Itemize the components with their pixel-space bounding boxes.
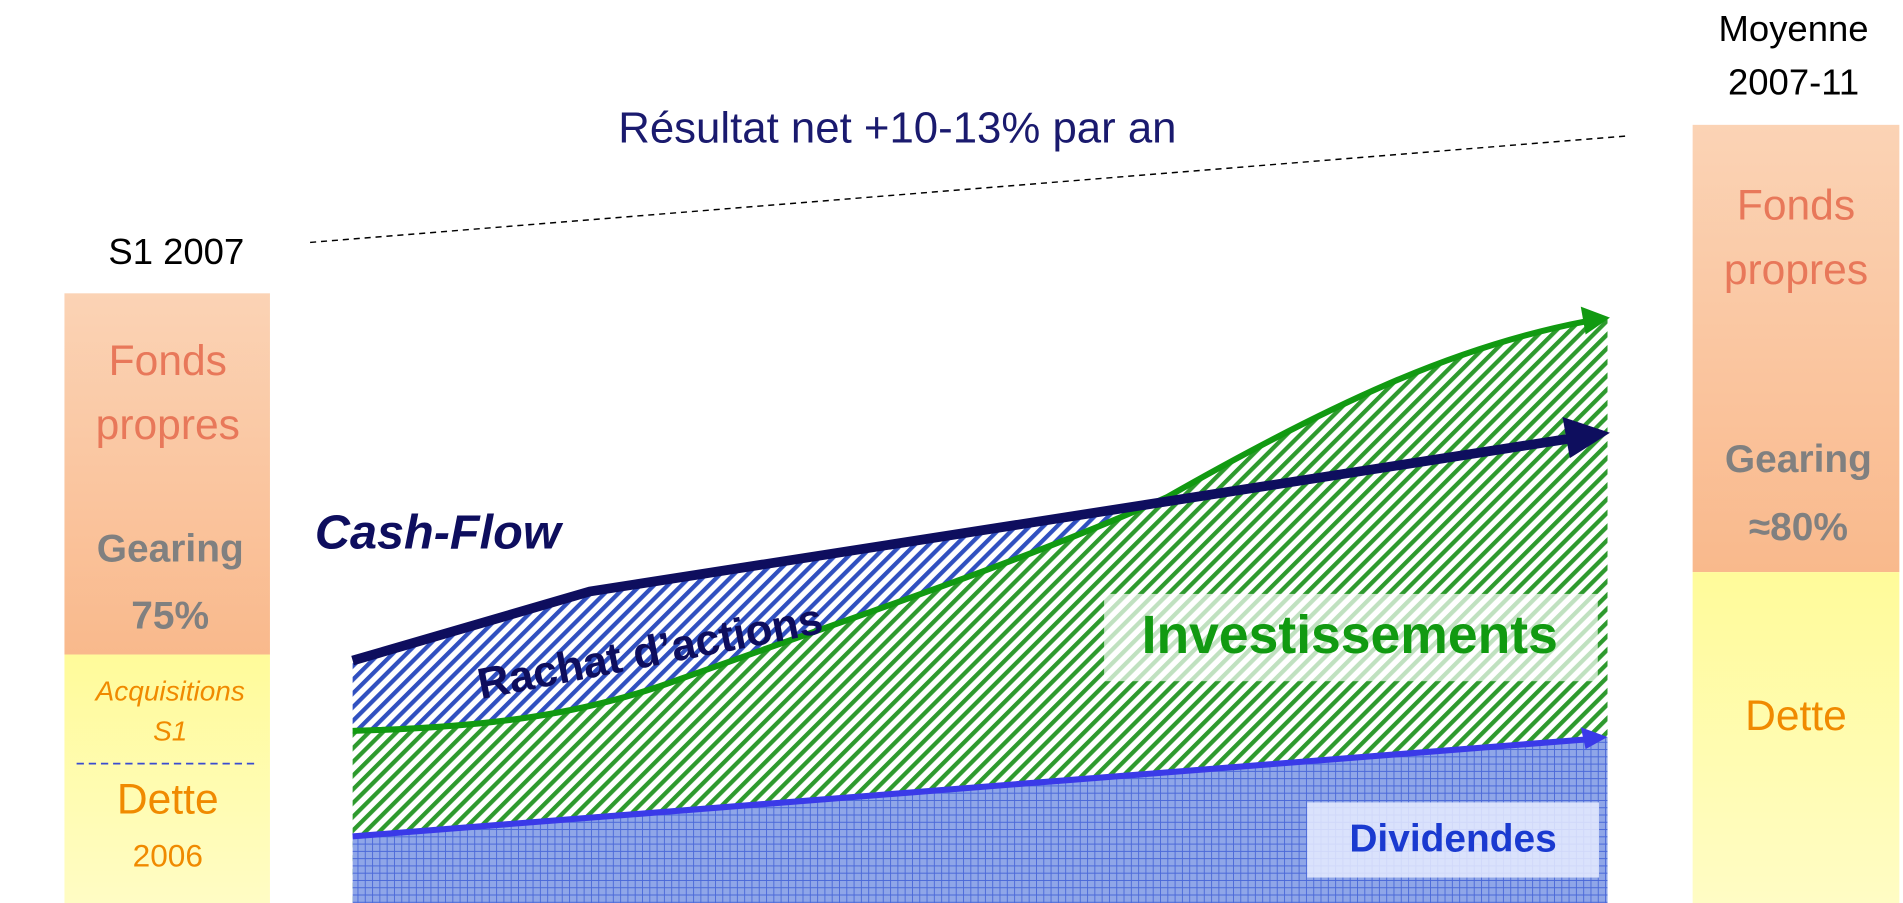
equity-label: Fonds bbox=[1737, 183, 1855, 230]
gearing-value: 75% bbox=[131, 594, 209, 637]
equity-label: Fonds bbox=[109, 338, 227, 385]
right-label: 2007-11 bbox=[1728, 62, 1859, 103]
gearing-label: Gearing bbox=[97, 528, 244, 571]
gearing-value: ≈80% bbox=[1749, 506, 1848, 549]
debt-year: 2006 bbox=[133, 838, 203, 874]
debt-label: Dette bbox=[117, 777, 219, 824]
investments-label: Investissements bbox=[1142, 606, 1558, 665]
acquisitions-label: S1 bbox=[153, 716, 187, 747]
left-label: S1 2007 bbox=[108, 231, 244, 272]
acquisitions-label: Acquisitions bbox=[94, 676, 245, 707]
cash-flow-label: Cash-Flow bbox=[315, 506, 564, 560]
gearing-label: Gearing bbox=[1725, 438, 1872, 481]
dividends-label: Dividendes bbox=[1349, 817, 1556, 860]
trend-label: Résultat net +10-13% par an bbox=[618, 103, 1176, 152]
right-label: Moyenne bbox=[1719, 8, 1869, 49]
equity-label: propres bbox=[1724, 247, 1868, 294]
diagram: S1 2007 Fonds propres Gearing 75% Acquis… bbox=[0, 0, 1903, 903]
equity-label: propres bbox=[96, 402, 240, 449]
debt-label: Dette bbox=[1745, 693, 1847, 740]
